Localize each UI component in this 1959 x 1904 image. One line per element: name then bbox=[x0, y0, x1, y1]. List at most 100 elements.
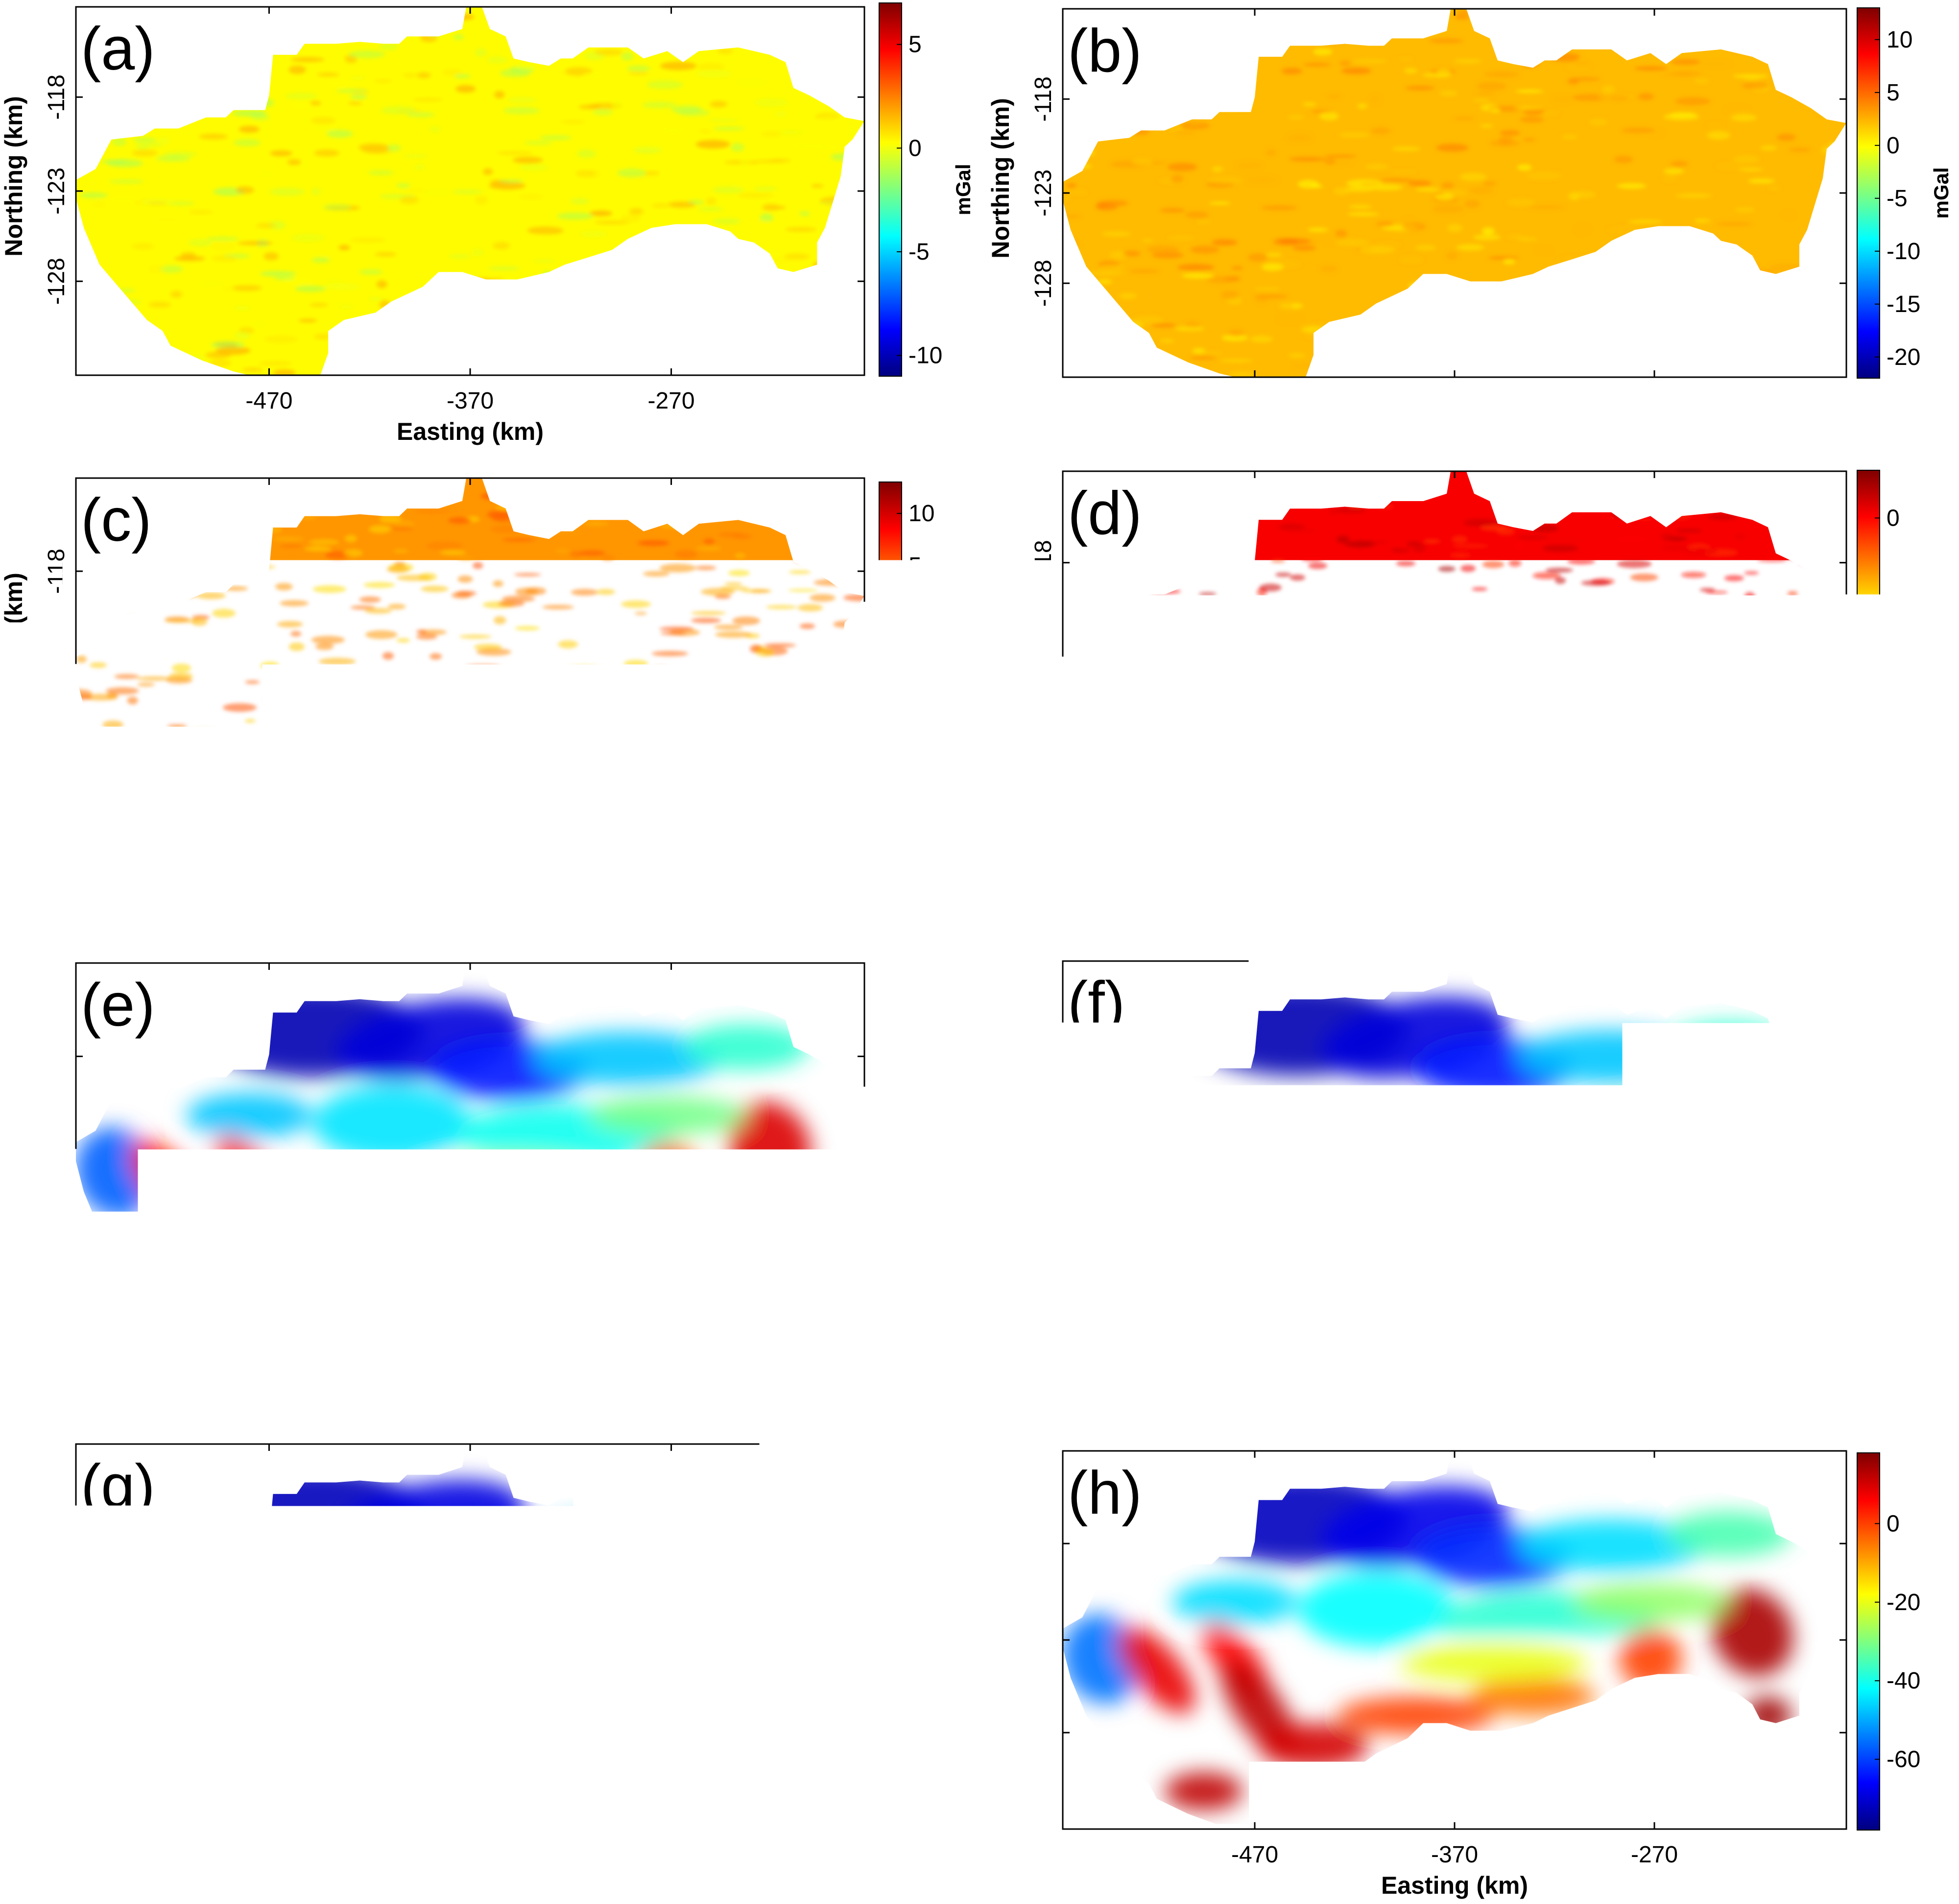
chart-panel: (c)-470 -370 -270Easting (km)-118-123-128N… bbox=[0, 476, 975, 928]
colorbar-tick-label: -60 bbox=[908, 1267, 942, 1293]
noise-speck bbox=[788, 589, 818, 592]
noise-speck bbox=[1147, 245, 1179, 254]
noise-speck bbox=[454, 74, 470, 78]
colorbar-tick-label: 20 bbox=[908, 1455, 934, 1481]
noise-speck bbox=[379, 43, 399, 50]
noise-speck bbox=[542, 605, 574, 609]
noise-speck bbox=[1269, 645, 1285, 652]
noise-speck bbox=[280, 822, 292, 827]
noise-speck bbox=[1440, 90, 1458, 96]
noise-speck bbox=[612, 101, 623, 109]
y-axis-title: Northing (km) bbox=[987, 563, 1014, 723]
y-tick-label: -128 bbox=[44, 1707, 70, 1754]
noise-speck bbox=[1380, 178, 1414, 182]
noise-speck bbox=[1469, 187, 1494, 195]
noise-speck bbox=[1371, 127, 1391, 135]
noise-speck bbox=[223, 703, 257, 712]
noise-speck bbox=[254, 322, 266, 326]
noise-speck bbox=[519, 194, 543, 199]
noise-speck bbox=[1488, 256, 1519, 260]
noise-speck bbox=[738, 193, 774, 198]
noise-speck bbox=[1327, 94, 1341, 98]
noise-speck bbox=[1183, 768, 1197, 771]
noise-speck bbox=[527, 227, 564, 235]
noise-speck bbox=[1073, 699, 1109, 704]
y-tick-label: -118 bbox=[1030, 1521, 1056, 1567]
noise-speck bbox=[309, 539, 339, 546]
noise-speck bbox=[290, 101, 311, 109]
noise-speck bbox=[699, 130, 711, 133]
noise-speck bbox=[1755, 672, 1779, 675]
noise-speck bbox=[1364, 669, 1382, 674]
noise-speck bbox=[93, 200, 106, 208]
noise-speck bbox=[1290, 157, 1326, 162]
noise-speck bbox=[1119, 293, 1137, 299]
anomaly-blob bbox=[178, 1770, 257, 1808]
noise-speck bbox=[646, 80, 683, 89]
noise-speck bbox=[475, 196, 488, 205]
noise-speck bbox=[715, 631, 752, 638]
noise-speck bbox=[354, 744, 390, 748]
noise-speck bbox=[344, 549, 363, 557]
noise-speck bbox=[1420, 650, 1450, 655]
noise-speck bbox=[1538, 248, 1552, 253]
noise-speck bbox=[1662, 174, 1678, 181]
noise-speck bbox=[1174, 755, 1204, 762]
noise-speck bbox=[1266, 150, 1276, 156]
noise-speck bbox=[1359, 664, 1394, 670]
noise-speck bbox=[1470, 675, 1486, 678]
colorbar-tick-label: 5 bbox=[908, 32, 922, 58]
noise-speck bbox=[1472, 587, 1488, 591]
y-axis-title: Northing (km) bbox=[987, 98, 1014, 259]
noise-speck bbox=[1751, 720, 1773, 725]
noise-speck bbox=[1160, 208, 1185, 213]
noise-speck bbox=[1517, 535, 1548, 540]
noise-speck bbox=[1334, 187, 1351, 195]
noise-speck bbox=[1454, 59, 1482, 64]
noise-speck bbox=[333, 65, 355, 72]
noise-speck bbox=[1566, 64, 1591, 70]
noise-speck bbox=[273, 277, 295, 280]
colorbar-tick-label: 0 bbox=[908, 1044, 922, 1070]
noise-speck bbox=[1208, 177, 1242, 184]
noise-speck bbox=[732, 617, 760, 626]
panel-label: (c) bbox=[81, 486, 152, 554]
noise-speck bbox=[1160, 338, 1174, 343]
noise-speck bbox=[717, 49, 733, 54]
y-tick-label: -128 bbox=[44, 738, 70, 785]
anomaly-blob bbox=[415, 1640, 604, 1678]
noise-speck bbox=[1622, 128, 1655, 133]
colorbar-tick-label: -20 bbox=[1887, 344, 1920, 370]
noise-speck bbox=[503, 107, 540, 114]
noise-speck bbox=[497, 151, 533, 155]
noise-speck bbox=[1433, 205, 1464, 214]
colorbar-tick-label: 5 bbox=[1887, 80, 1900, 106]
noise-speck bbox=[368, 297, 384, 300]
y-tick-label: -123 bbox=[44, 168, 70, 215]
y-tick-label: -123 bbox=[1030, 1129, 1056, 1176]
noise-speck bbox=[1319, 112, 1339, 121]
noise-speck bbox=[1751, 624, 1778, 629]
noise-speck bbox=[414, 510, 450, 513]
noise-speck bbox=[624, 660, 648, 667]
noise-speck bbox=[1324, 155, 1357, 158]
noise-speck bbox=[762, 203, 780, 211]
noise-speck bbox=[287, 159, 302, 166]
noise-speck bbox=[1503, 259, 1515, 264]
noise-speck bbox=[162, 777, 178, 785]
noise-speck bbox=[1357, 103, 1367, 109]
noise-speck bbox=[253, 750, 286, 754]
colorbar-tick-label: 0 bbox=[1887, 1511, 1900, 1537]
noise-speck bbox=[272, 671, 286, 677]
x-tick-label: -470 bbox=[1231, 857, 1278, 883]
noise-speck bbox=[351, 605, 376, 610]
noise-speck bbox=[339, 305, 354, 309]
noise-speck bbox=[710, 101, 728, 107]
noise-speck bbox=[285, 93, 318, 99]
noise-speck bbox=[1724, 575, 1744, 581]
noise-speck bbox=[1305, 679, 1315, 686]
noise-speck bbox=[1389, 703, 1409, 706]
noise-speck bbox=[338, 245, 350, 250]
noise-speck bbox=[628, 72, 649, 74]
noise-speck bbox=[1298, 180, 1319, 189]
